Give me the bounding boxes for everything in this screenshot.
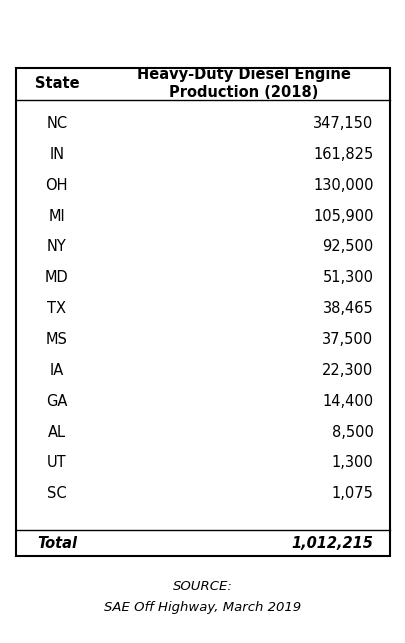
- Text: GA: GA: [46, 394, 67, 409]
- Text: 1,075: 1,075: [331, 486, 373, 502]
- Text: IN: IN: [49, 147, 64, 162]
- Text: SAE Off Highway, March 2019: SAE Off Highway, March 2019: [104, 601, 301, 614]
- Text: 8,500: 8,500: [331, 424, 373, 440]
- Text: MS: MS: [46, 332, 68, 347]
- Text: State: State: [34, 76, 79, 91]
- Text: 14,400: 14,400: [322, 394, 373, 409]
- Text: Total: Total: [37, 536, 77, 552]
- Text: 347,150: 347,150: [313, 116, 373, 131]
- Text: 22,300: 22,300: [322, 363, 373, 378]
- Text: 37,500: 37,500: [322, 332, 373, 347]
- Bar: [16, 68, 389, 556]
- Text: 1,300: 1,300: [331, 455, 373, 471]
- Text: NY: NY: [47, 239, 66, 255]
- Text: SC: SC: [47, 486, 66, 502]
- Text: IA: IA: [49, 363, 64, 378]
- Text: TX: TX: [47, 301, 66, 316]
- Text: 92,500: 92,500: [322, 239, 373, 255]
- Text: 51,300: 51,300: [322, 270, 373, 285]
- Text: 161,825: 161,825: [313, 147, 373, 162]
- Text: MI: MI: [48, 208, 65, 224]
- Text: AL: AL: [48, 424, 66, 440]
- Text: MD: MD: [45, 270, 68, 285]
- Text: 38,465: 38,465: [322, 301, 373, 316]
- Text: 1,012,215: 1,012,215: [291, 536, 373, 552]
- Text: NC: NC: [46, 116, 67, 131]
- Text: 105,900: 105,900: [312, 208, 373, 224]
- Text: SOURCE:: SOURCE:: [173, 580, 232, 593]
- Text: Heavy-Duty Diesel Engine
Production (2018): Heavy-Duty Diesel Engine Production (201…: [136, 68, 350, 100]
- Text: 130,000: 130,000: [312, 177, 373, 193]
- Text: UT: UT: [47, 455, 66, 471]
- Text: OH: OH: [45, 177, 68, 193]
